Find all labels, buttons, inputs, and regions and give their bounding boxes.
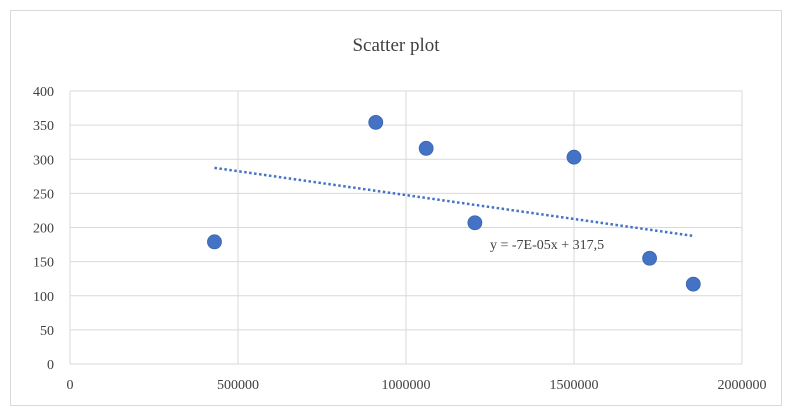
data-point bbox=[566, 149, 582, 165]
y-tick-label: 0 bbox=[47, 358, 54, 373]
data-point bbox=[418, 140, 434, 156]
data-point bbox=[685, 276, 701, 292]
y-tick-label: 300 bbox=[33, 153, 54, 168]
x-tick-label: 500000 bbox=[217, 378, 259, 393]
data-point bbox=[467, 215, 483, 231]
y-tick-label: 350 bbox=[33, 119, 54, 134]
y-tick-label: 400 bbox=[33, 85, 54, 100]
y-tick-label: 150 bbox=[33, 256, 54, 271]
data-point bbox=[642, 250, 657, 266]
y-tick-label: 250 bbox=[33, 187, 54, 202]
x-tick-label: 2000000 bbox=[718, 378, 767, 393]
y-tick-label: 50 bbox=[40, 324, 54, 339]
y-tick-label: 200 bbox=[33, 222, 54, 237]
trendline bbox=[214, 166, 694, 238]
chart-frame bbox=[10, 10, 782, 406]
chart-title: Scatter plot bbox=[352, 35, 440, 56]
y-tick-label: 100 bbox=[33, 290, 54, 305]
x-tick-label: 0 bbox=[67, 378, 74, 393]
x-tick-label: 1000000 bbox=[382, 378, 431, 393]
x-tick-label: 1500000 bbox=[550, 378, 599, 393]
data-point bbox=[207, 234, 222, 250]
trendline-label: y = -7E-05x + 317,5 bbox=[490, 238, 604, 253]
data-point bbox=[368, 114, 384, 130]
